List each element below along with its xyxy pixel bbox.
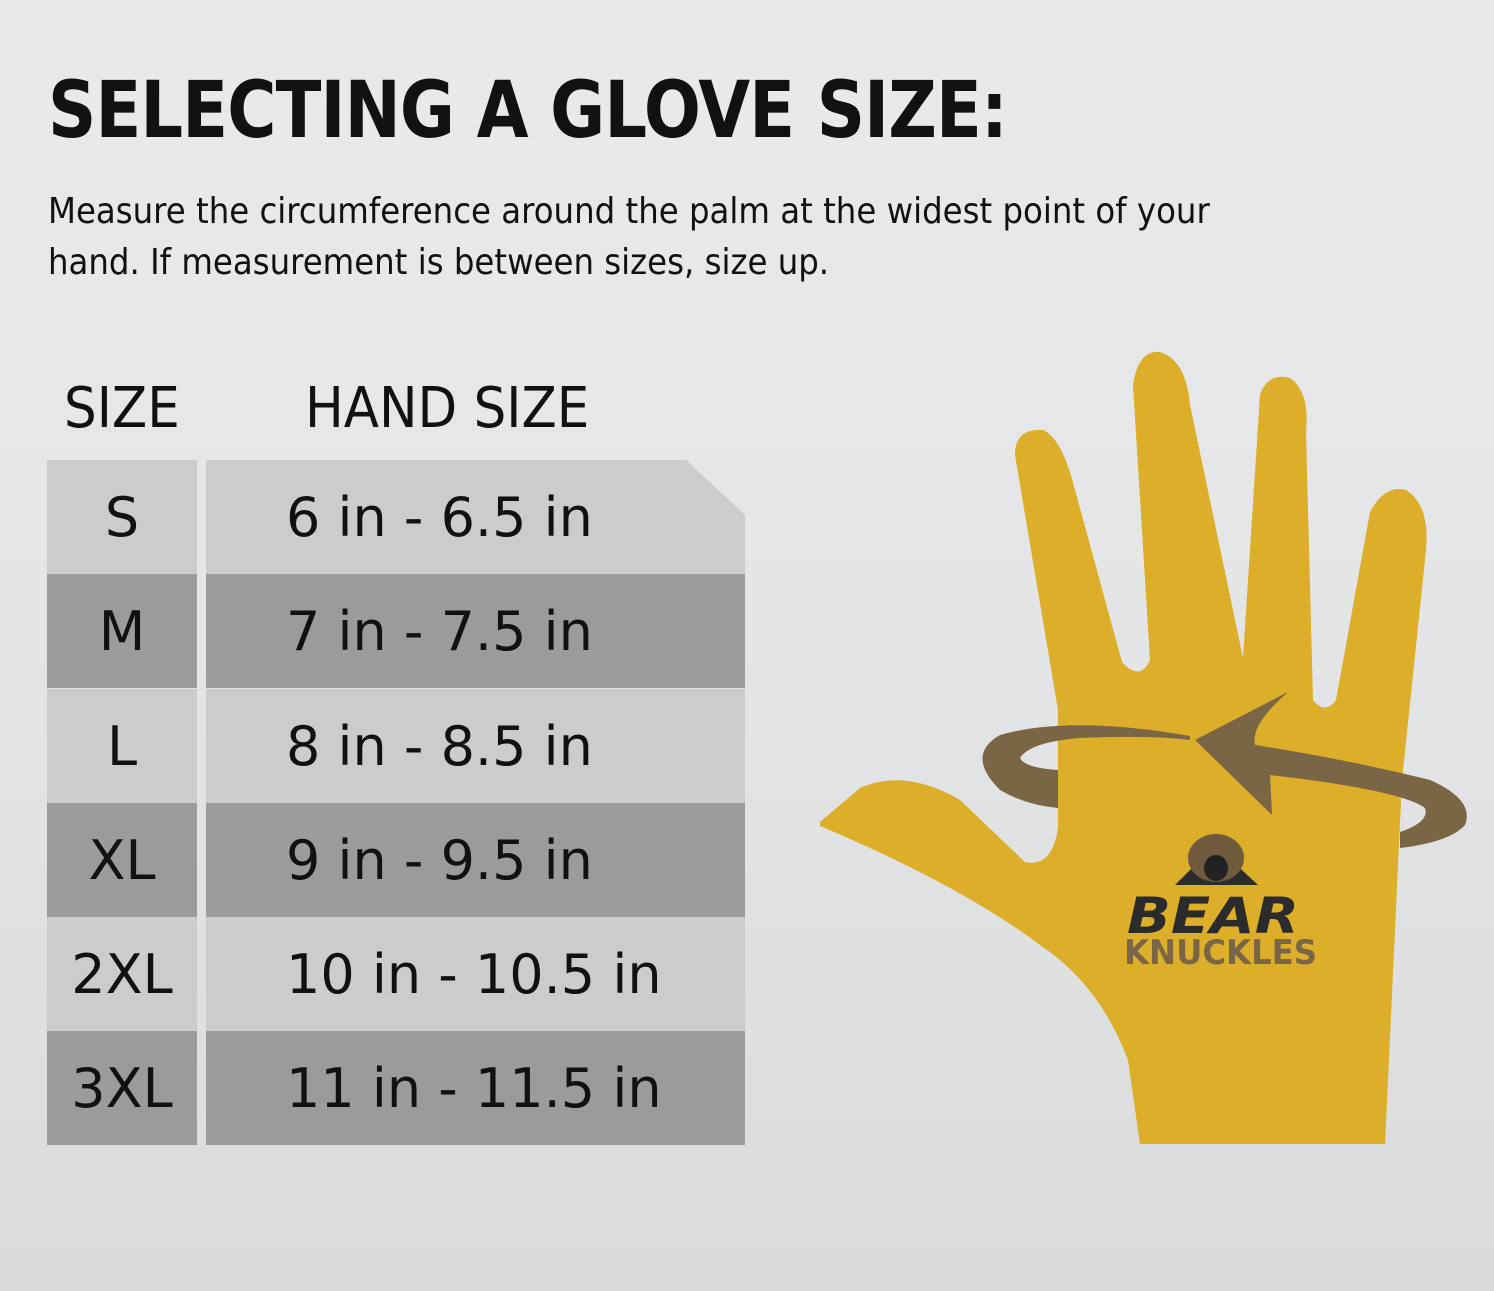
page-title: SELECTING A GLOVE SIZE: — [48, 66, 1008, 156]
hand-size-header: HAND SIZE — [305, 376, 590, 441]
table-row: 3XL 11 in - 11.5 in — [47, 1031, 745, 1145]
table-row: L 8 in - 8.5 in — [47, 689, 745, 803]
bear-knuckles-logo: BEAR KNUCKLES — [1124, 834, 1317, 973]
svg-text:KNUCKLES: KNUCKLES — [1124, 933, 1317, 973]
hand-size-cell: 10 in - 10.5 in — [206, 917, 745, 1031]
hand-size-cell: 11 in - 11.5 in — [206, 1031, 745, 1145]
table-row: XL 9 in - 9.5 in — [47, 803, 745, 917]
hand-size-cell: 6 in - 6.5 in — [206, 460, 745, 574]
size-cell: 2XL — [47, 917, 197, 1031]
size-cell: M — [47, 574, 197, 688]
hand-size-cell: 8 in - 8.5 in — [206, 689, 745, 803]
table-row: M 7 in - 7.5 in — [47, 574, 745, 688]
hand-size-cell: 9 in - 9.5 in — [206, 803, 745, 917]
table-row: 2XL 10 in - 10.5 in — [47, 917, 745, 1031]
svg-text:BEAR: BEAR — [1127, 887, 1299, 945]
size-cell: XL — [47, 803, 197, 917]
size-header: SIZE — [64, 376, 180, 441]
measure-arrow-icon — [982, 692, 1467, 848]
size-cell: L — [47, 689, 197, 803]
hand-icon — [820, 351, 1427, 1144]
instructions: Measure the circumference around the pal… — [48, 191, 1210, 283]
table-row: S 6 in - 6.5 in — [47, 460, 745, 574]
hand-size-cell: 7 in - 7.5 in — [206, 574, 745, 688]
size-cell: S — [47, 460, 197, 574]
size-cell: 3XL — [47, 1031, 197, 1145]
